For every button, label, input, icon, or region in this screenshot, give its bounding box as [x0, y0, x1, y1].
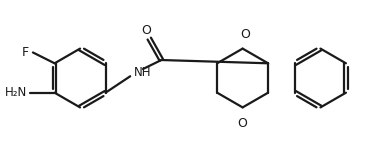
- Text: O: O: [141, 24, 151, 37]
- Text: H₂N: H₂N: [5, 86, 27, 99]
- Text: F: F: [22, 46, 29, 59]
- Text: O: O: [237, 117, 247, 130]
- Text: NH: NH: [134, 66, 151, 79]
- Text: O: O: [240, 28, 250, 41]
